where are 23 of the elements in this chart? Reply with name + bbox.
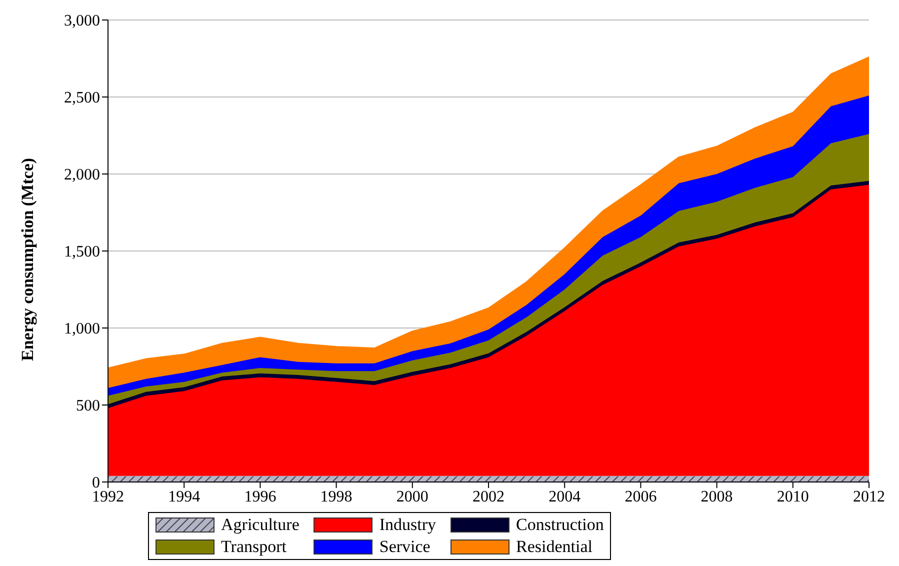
y-tick-label: 2,500 bbox=[64, 90, 100, 107]
legend-label: Construction bbox=[516, 515, 604, 535]
legend-label: Residential bbox=[516, 537, 593, 557]
x-tick-label: 2012 bbox=[853, 488, 885, 506]
y-tick-label: 1,500 bbox=[64, 244, 100, 261]
x-tick-label: 2000 bbox=[396, 488, 428, 506]
x-tick-label: 1998 bbox=[320, 488, 352, 506]
y-tick-label: 1,000 bbox=[64, 320, 100, 338]
legend-label: Transport bbox=[221, 537, 286, 557]
y-axis-title: Energy consumption (Mtce) bbox=[18, 158, 38, 361]
legend-label: Agriculture bbox=[221, 515, 300, 535]
x-tick-label: 2002 bbox=[472, 488, 504, 506]
x-tick-label: 2008 bbox=[700, 488, 733, 506]
y-tick-label: 500 bbox=[76, 398, 100, 415]
x-tick-label: 2004 bbox=[548, 488, 581, 506]
x-tick-label: 1994 bbox=[168, 488, 200, 506]
legend-label: Service bbox=[379, 537, 430, 557]
x-tick-label: 2006 bbox=[624, 488, 657, 506]
y-tick-label: 3,000 bbox=[64, 12, 100, 30]
y-tick-label: 2,000 bbox=[64, 166, 100, 184]
x-tick-label: 1996 bbox=[244, 488, 276, 506]
legend-label: Industry bbox=[379, 515, 436, 535]
x-tick-label: 2010 bbox=[776, 488, 809, 506]
